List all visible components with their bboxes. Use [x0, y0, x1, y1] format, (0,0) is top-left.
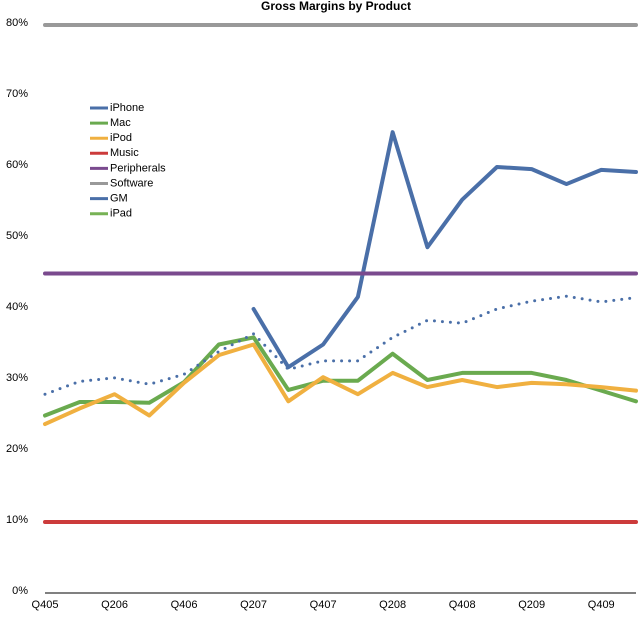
y-tick-label: 10% [6, 514, 28, 526]
line-iphone [251, 130, 638, 370]
x-tick-label: Q209 [518, 599, 545, 611]
legend-label: iPad [110, 208, 132, 220]
legend-label: iPhone [110, 102, 144, 114]
y-tick-label: 20% [6, 443, 28, 455]
x-tick-label: Q406 [171, 599, 198, 611]
y-tick-label: 30% [6, 372, 28, 384]
line-mac [43, 335, 638, 418]
x-tick-label: Q206 [101, 599, 128, 611]
y-tick-label: 40% [6, 301, 28, 313]
x-tick-label: Q207 [240, 599, 267, 611]
x-tick-label: Q408 [449, 599, 476, 611]
x-tick-label: Q407 [310, 599, 337, 611]
chart-title: Gross Margins by Product [261, 0, 411, 13]
legend-label: Software [110, 177, 153, 189]
y-tick-label: 60% [6, 159, 28, 171]
x-tick-label: Q405 [32, 599, 59, 611]
y-tick-label: 50% [6, 230, 28, 242]
legend-label: iPod [110, 132, 132, 144]
line-ipod [43, 342, 638, 427]
x-tick-label: Q208 [379, 599, 406, 611]
legend-label: Mac [110, 117, 131, 129]
y-tick-label: 70% [6, 88, 28, 100]
legend-label: Peripherals [110, 162, 166, 174]
line-gm [43, 294, 638, 396]
legend-label: Music [110, 147, 139, 159]
y-tick-label: 0% [12, 585, 28, 597]
legend-label: GM [110, 193, 128, 205]
y-tick-label: 80% [6, 17, 28, 29]
x-tick-label: Q409 [588, 599, 615, 611]
